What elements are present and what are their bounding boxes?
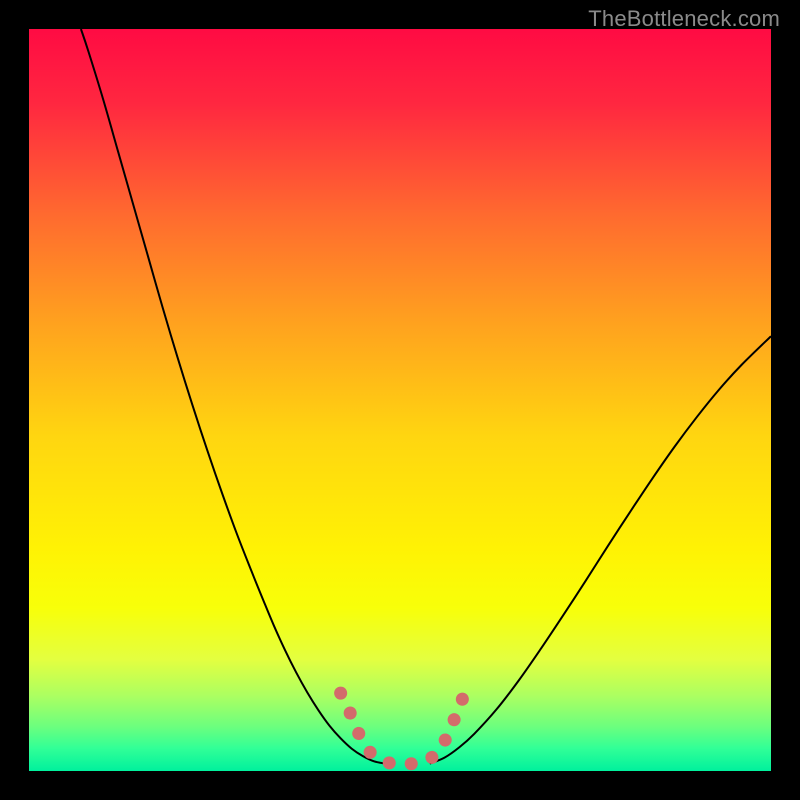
plot-area [29,29,771,771]
gradient-background [29,29,771,771]
chart-svg [29,29,771,771]
watermark-text: TheBottleneck.com [588,6,780,32]
chart-frame: TheBottleneck.com [0,0,800,800]
